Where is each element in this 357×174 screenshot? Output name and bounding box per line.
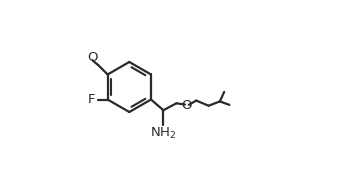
Text: O: O xyxy=(181,99,192,112)
Text: O: O xyxy=(87,51,97,64)
Text: NH$_2$: NH$_2$ xyxy=(150,126,177,141)
Text: F: F xyxy=(88,93,96,106)
